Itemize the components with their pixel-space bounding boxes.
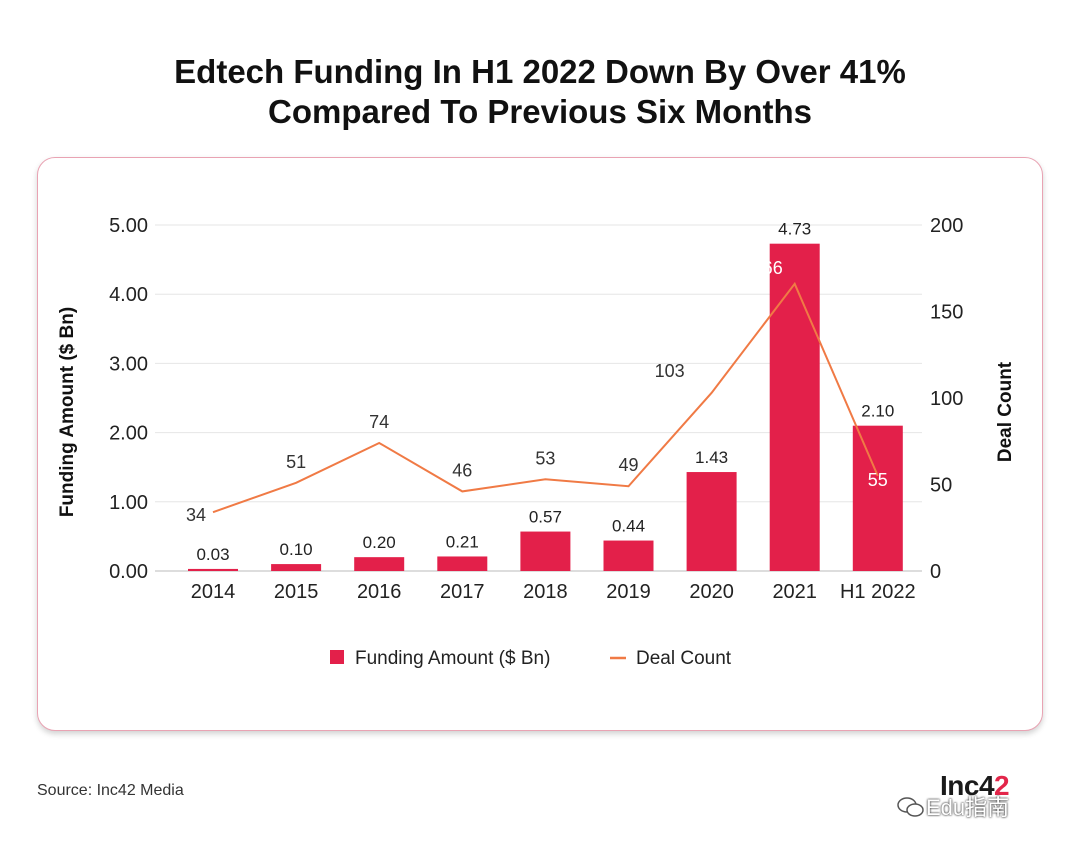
deal-count-line [212, 281, 879, 514]
line-value-label: 103 [655, 361, 685, 381]
y-left-tick-label: 0.00 [109, 561, 148, 583]
x-tick-label: 2019 [606, 581, 651, 603]
y-left-tick-label: 4.00 [109, 284, 148, 306]
bar-value-label: 0.03 [196, 545, 229, 564]
y-axis-left-label: Funding Amount ($ Bn) [57, 307, 78, 517]
bar [603, 540, 654, 571]
y-right-tick-label: 100 [930, 388, 963, 410]
inc42-logo: Inc42 [940, 770, 1010, 801]
bar-value-label: 0.20 [363, 533, 396, 552]
title-line-2: Compared To Previous Six Months [268, 93, 812, 130]
bar [686, 472, 737, 571]
chart-title: Edtech Funding In H1 2022 Down By Over 4… [0, 52, 1080, 132]
bar [520, 531, 571, 571]
x-tick-label: 2014 [191, 581, 236, 603]
legend-bar-label: Funding Amount ($ Bn) [355, 648, 550, 669]
watermark-text: Edu指南 [926, 795, 1010, 820]
bar-value-label: 0.57 [529, 508, 562, 527]
y-axis-right-label: Deal Count [995, 361, 1016, 462]
x-tick-label: 2015 [274, 581, 319, 603]
y-left-tick-label: 2.00 [109, 423, 148, 445]
bar [354, 557, 405, 571]
bar-value-label: 1.43 [695, 448, 728, 467]
y-right-tick-label: 200 [930, 215, 963, 237]
y-left-tick-label: 3.00 [109, 353, 148, 375]
y-right-tick-label: 50 [930, 475, 952, 497]
bar [769, 243, 820, 571]
bar-value-label: 0.21 [446, 532, 479, 551]
line-value-label: 166 [753, 258, 783, 278]
bar-value-label: 0.10 [280, 540, 313, 559]
line-value-label: 55 [868, 470, 888, 490]
bar [188, 568, 238, 571]
source-note: Source: Inc42 Media [37, 782, 184, 799]
x-tick-label: 2016 [357, 581, 402, 603]
legend-line-label: Deal Count [636, 648, 732, 669]
x-tick-label: H1 2022 [840, 581, 916, 603]
wechat-icon [897, 797, 924, 817]
y-left-tick-label: 1.00 [109, 492, 148, 514]
title-line-1: Edtech Funding In H1 2022 Down By Over 4… [174, 53, 906, 90]
bar-value-label: 0.44 [612, 517, 645, 536]
line-value-label: 51 [286, 452, 306, 472]
x-tick-label: 2017 [440, 581, 485, 603]
line-value-label: 74 [369, 412, 389, 432]
bar [271, 564, 322, 571]
line-value-label: 49 [618, 455, 638, 475]
wechat-watermark: Edu指南 [896, 790, 1009, 822]
line-value-label: 53 [535, 448, 555, 468]
legend-bar-swatch [330, 650, 344, 664]
line-value-label: 34 [186, 505, 206, 525]
line-value-label: 46 [452, 460, 472, 480]
bar-value-label: 4.73 [778, 220, 811, 239]
bar-value-label: 2.10 [861, 402, 894, 421]
bar [852, 425, 903, 571]
bar [437, 556, 488, 571]
y-right-tick-label: 0 [930, 561, 941, 583]
x-tick-label: 2021 [772, 581, 817, 603]
x-tick-label: 2018 [523, 581, 568, 603]
x-tick-label: 2020 [689, 581, 734, 603]
y-left-tick-label: 5.00 [109, 215, 148, 237]
y-right-tick-label: 150 [930, 302, 963, 324]
